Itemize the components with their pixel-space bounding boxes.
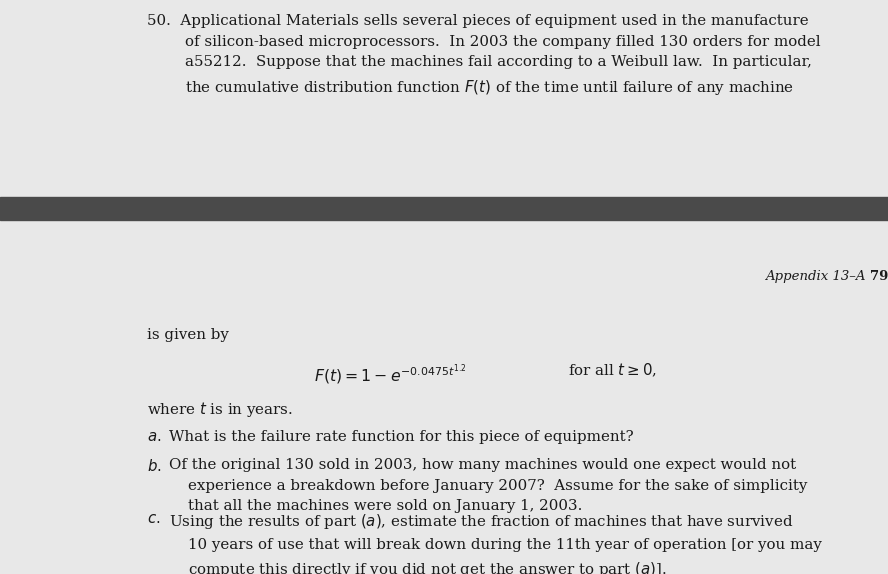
Text: where $t$ is in years.: where $t$ is in years. <box>147 400 292 419</box>
Text: is given by: is given by <box>147 328 228 342</box>
Text: Using the results of part $(a)$, estimate the fraction of machines that have sur: Using the results of part $(a)$, estimat… <box>169 512 821 574</box>
Text: Appendix 13–A: Appendix 13–A <box>765 270 866 283</box>
Text: $b.$: $b.$ <box>147 458 161 474</box>
Bar <box>0 197 888 220</box>
Text: $F(t) = 1 - e^{-0.0475t^{1.2}}$: $F(t) = 1 - e^{-0.0475t^{1.2}}$ <box>314 362 467 387</box>
Text: $a.$: $a.$ <box>147 430 161 444</box>
Text: Of the original 130 sold in 2003, how many machines would one expect would not
 : Of the original 130 sold in 2003, how ma… <box>169 458 807 513</box>
Text: What is the failure rate function for this piece of equipment?: What is the failure rate function for th… <box>169 430 633 444</box>
Text: $c.$: $c.$ <box>147 512 160 526</box>
Text: 793: 793 <box>870 270 888 283</box>
Text: for all $t \geq 0$,: for all $t \geq 0$, <box>568 362 657 379</box>
Text: 50.  Applicational Materials sells several pieces of equipment used in the manuf: 50. Applicational Materials sells severa… <box>147 14 821 96</box>
